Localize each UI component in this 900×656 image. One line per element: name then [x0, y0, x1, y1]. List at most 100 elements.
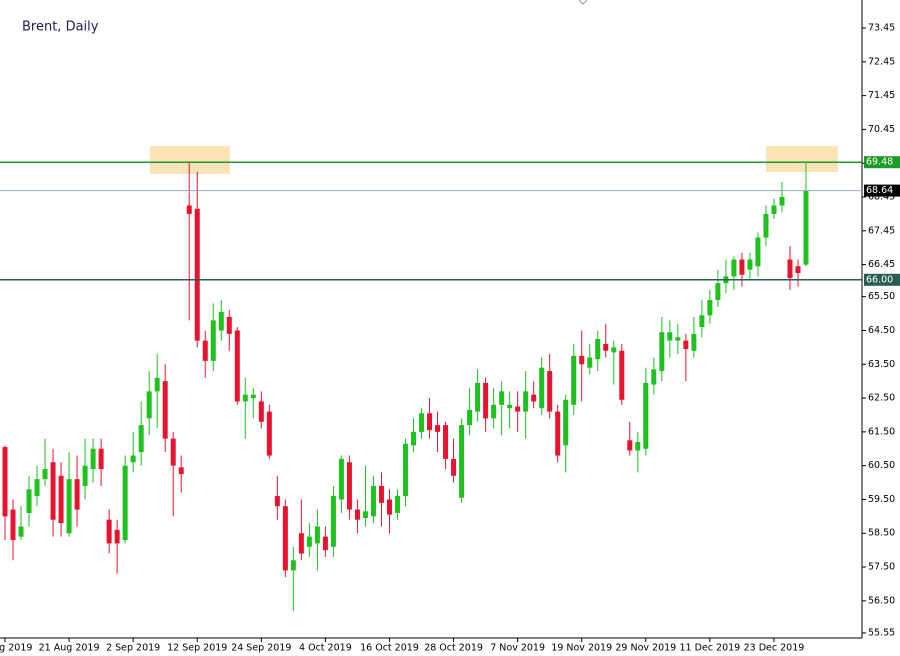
candle-body — [547, 371, 553, 412]
candle-body — [194, 208, 200, 341]
y-tick-label: 68.45 — [868, 192, 895, 203]
candle-body — [202, 340, 208, 361]
candle-body — [427, 413, 433, 431]
candle-body — [507, 404, 513, 409]
candle-body — [154, 377, 160, 392]
x-tick-label: 21 Aug 2019 — [39, 643, 100, 654]
candle-body — [18, 526, 24, 537]
y-tick-label: 60.50 — [868, 460, 895, 471]
candle-body — [362, 511, 368, 519]
candle-body — [354, 509, 360, 520]
candle-body — [715, 283, 721, 301]
candle-body — [82, 465, 88, 486]
y-tick-label: 72.45 — [868, 56, 895, 67]
x-tick-label: 9 Aug 2019 — [0, 643, 32, 654]
level-label-box — [864, 184, 900, 197]
highlight-box — [766, 146, 838, 172]
candle-body — [619, 350, 625, 400]
candle-body — [403, 443, 408, 497]
candle-body — [298, 533, 304, 554]
candle-body — [787, 259, 793, 279]
candle-body — [555, 411, 561, 456]
level-label: 66.00 — [866, 274, 893, 285]
candle-body — [258, 401, 264, 422]
candle-body — [10, 509, 16, 541]
highlight-box — [150, 146, 230, 174]
candle-body — [491, 404, 497, 419]
y-tick-label: 67.45 — [868, 225, 895, 236]
candle-body — [114, 529, 120, 544]
candle-body — [106, 519, 112, 544]
candle-body — [451, 458, 457, 476]
candle-body — [226, 316, 232, 334]
x-tick-label: 7 Nov 2019 — [490, 643, 545, 654]
x-tick-label: 29 Nov 2019 — [615, 643, 676, 654]
candle-body — [595, 338, 601, 360]
scroll-marker — [578, 0, 588, 5]
candle-body — [603, 344, 609, 351]
candle-body — [771, 205, 777, 214]
plot-area — [2, 162, 809, 611]
x-tick-label: 28 Oct 2019 — [424, 643, 483, 654]
y-tick-label: 55.55 — [868, 627, 895, 638]
candle-body — [34, 479, 40, 497]
candle-body — [571, 355, 577, 405]
candle-body — [611, 347, 617, 353]
candle-body — [587, 357, 593, 368]
candle-body — [499, 391, 505, 405]
candle-body — [66, 479, 72, 534]
candle-body — [2, 447, 8, 517]
x-tick-label: 2 Sep 2019 — [106, 643, 160, 654]
x-tick-label: 4 Oct 2019 — [299, 643, 352, 654]
candle-body — [675, 337, 681, 341]
candle-body — [523, 391, 529, 412]
candle-body — [338, 458, 344, 500]
candle-body — [683, 340, 689, 350]
candle-body — [210, 320, 216, 361]
candle-body — [659, 332, 665, 372]
candle-body — [779, 197, 785, 206]
candle-body — [314, 526, 320, 544]
candle-body — [306, 536, 312, 547]
candle-body — [282, 506, 288, 571]
candle-body — [411, 431, 417, 446]
y-tick-label: 66.45 — [868, 259, 895, 270]
candle-body — [42, 469, 48, 480]
candle-body — [250, 394, 256, 399]
candle-body — [98, 448, 104, 470]
candle-body — [699, 315, 705, 328]
x-tick-label: 11 Dec 2019 — [680, 643, 741, 654]
candle-body — [266, 411, 272, 456]
candle-body — [162, 381, 168, 439]
level-label: 69.48 — [866, 157, 893, 168]
candle-body — [459, 425, 465, 498]
candle-body — [755, 237, 761, 267]
y-tick-label: 64.50 — [868, 325, 895, 336]
candle-body — [274, 496, 280, 507]
candle-body — [394, 496, 400, 513]
candle-body — [138, 425, 144, 453]
candle-body — [290, 560, 296, 571]
candle-body — [531, 394, 537, 402]
candle-body — [739, 259, 745, 275]
candle-body — [242, 394, 248, 402]
y-tick-label: 65.50 — [868, 291, 895, 302]
y-tick-label: 70.45 — [868, 124, 895, 135]
level-label-box — [864, 273, 900, 286]
y-tick-label: 56.50 — [868, 595, 895, 606]
chart-title: Brent, Daily — [22, 20, 99, 35]
candle-body — [186, 205, 192, 214]
candle-body — [146, 391, 152, 419]
candle-body — [443, 425, 449, 459]
candle-body — [330, 496, 336, 547]
candle-body — [627, 440, 633, 451]
x-tick-label: 12 Sep 2019 — [167, 643, 227, 654]
y-tick-label: 58.50 — [868, 528, 895, 539]
candle-body — [763, 213, 769, 238]
y-tick-label: 73.45 — [868, 23, 895, 34]
y-tick-label: 62.50 — [868, 393, 895, 404]
candle-body — [803, 190, 809, 265]
candle-body — [667, 332, 673, 341]
y-tick-label: 63.50 — [868, 359, 895, 370]
